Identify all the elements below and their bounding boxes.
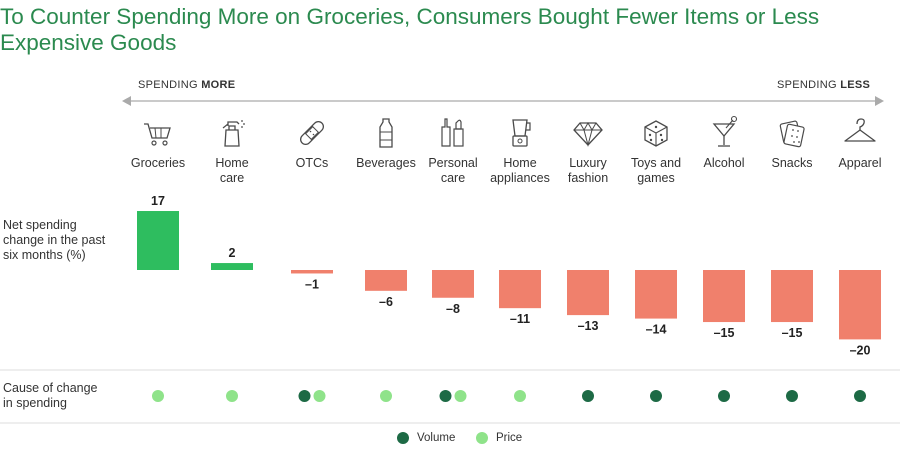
cocktail-icon	[712, 115, 738, 147]
cause-dot-price-beverages	[380, 390, 392, 402]
cause-dot-price-home-appliances	[514, 390, 526, 402]
category-label-beverages: Beverages	[356, 156, 416, 170]
value-label-otcs: –1	[305, 277, 319, 291]
bar-beverages	[365, 270, 407, 291]
value-label-luxury-fashion: –13	[578, 319, 599, 333]
cause-dot-volume-apparel	[854, 390, 866, 402]
category-label-snacks: Snacks	[772, 156, 813, 170]
category-label-apparel: Apparel	[838, 156, 881, 170]
category-label-home-care: Home care	[215, 156, 248, 185]
legend-price-label: Price	[496, 432, 523, 444]
category-label-otcs: OTCs	[296, 156, 329, 170]
dice-icon	[644, 120, 668, 147]
category-label-luxury-fashion: Luxury fashion	[568, 156, 608, 185]
value-label-toys-and-games: –14	[646, 323, 667, 337]
cause-dot-volume-otcs	[298, 390, 311, 402]
cosmetics-icon	[441, 118, 464, 147]
value-label-personal-care: –8	[446, 302, 460, 316]
cause-row-label: Cause of change in spending	[3, 381, 98, 410]
category-label-groceries: Groceries	[131, 156, 185, 170]
bar-groceries	[137, 211, 179, 270]
value-label-beverages: –6	[379, 295, 393, 309]
cart-icon	[144, 123, 171, 146]
value-label-groceries: 17	[151, 194, 165, 208]
value-label-alcohol: –15	[714, 326, 735, 340]
hanger-icon	[844, 118, 876, 142]
spending-more-prefix: SPENDING	[138, 79, 202, 91]
chart-title: To Counter Spending More on Groceries, C…	[0, 4, 820, 55]
bandage-icon	[299, 120, 325, 146]
spending-less-bold: LESS	[840, 79, 871, 91]
category-label-personal-care: Personal care	[428, 156, 477, 185]
cause-dot-volume-alcohol	[718, 390, 730, 402]
value-label-home-appliances: –11	[510, 312, 530, 326]
cause-dot-price-home-care	[226, 390, 238, 402]
bar-apparel	[839, 270, 881, 340]
value-label-apparel: –20	[850, 343, 871, 357]
value-label-snacks: –15	[782, 326, 803, 340]
cause-dot-volume-toys-and-games	[650, 390, 662, 402]
bar-home-care	[211, 263, 253, 270]
bar-snacks	[771, 270, 813, 323]
cause-dot-volume-snacks	[786, 390, 798, 402]
category-label-home-appliances: Home appliances	[490, 156, 550, 185]
cause-dot-volume-luxury-fashion	[582, 390, 594, 402]
legend-volume-label: Volume	[417, 432, 456, 444]
bar-alcohol	[703, 270, 745, 323]
legend-price: Price	[476, 432, 522, 444]
legend-volume-dot	[397, 432, 409, 444]
cause-dot-price-otcs	[313, 390, 326, 402]
spending-less-prefix: SPENDING	[777, 79, 841, 91]
cause-dot-price-personal-care	[454, 390, 467, 402]
cause-dot-price-groceries	[152, 390, 164, 402]
cause-dot-volume-personal-care	[439, 390, 452, 402]
arrow-left-head	[122, 96, 131, 106]
legend-price-dot	[476, 432, 488, 444]
water-bottle-icon	[379, 118, 393, 148]
bar-home-appliances	[499, 270, 541, 309]
diamond-icon	[573, 121, 603, 147]
spending-more-label: SPENDING MORE	[138, 79, 235, 91]
bar-toys-and-games	[635, 270, 677, 319]
category-label-alcohol: Alcohol	[704, 156, 745, 170]
spending-less-label: SPENDING LESS	[777, 79, 870, 91]
spending-more-bold: MORE	[201, 79, 236, 91]
blender-icon	[512, 119, 531, 147]
value-label-home-care: 2	[229, 246, 236, 260]
arrow-right-head	[875, 96, 884, 106]
spray-bottle-icon	[222, 120, 245, 147]
legend-volume: Volume	[397, 432, 455, 444]
cracker-icon	[779, 120, 805, 148]
bar-personal-care	[432, 270, 474, 298]
bar-luxury-fashion	[567, 270, 609, 316]
net-change-row-label: Net spending change in the past six mont…	[3, 218, 106, 262]
bar-otcs	[291, 270, 333, 274]
category-label-toys-and-games: Toys and games	[631, 156, 681, 185]
